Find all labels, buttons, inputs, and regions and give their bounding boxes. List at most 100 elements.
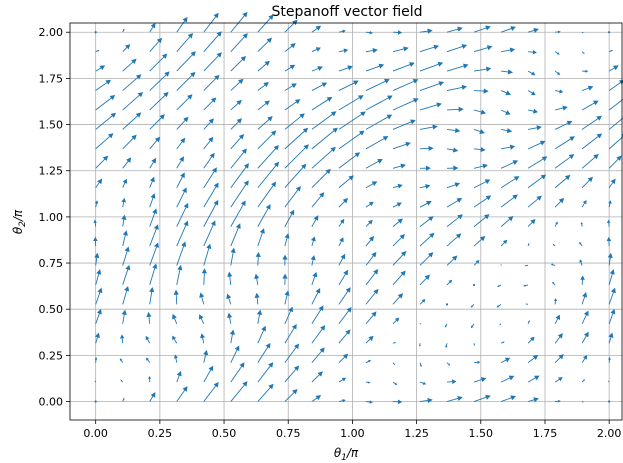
vector-arrow <box>284 19 298 33</box>
y-tick-label: 1.25 <box>39 165 64 178</box>
vector-arrow <box>554 377 563 383</box>
vector-arrow <box>392 234 405 247</box>
vector-arrow <box>284 113 305 130</box>
vector-arrow <box>554 154 575 169</box>
vector-arrow <box>419 102 442 111</box>
vector-arrow <box>203 220 216 247</box>
vector-arrow <box>446 279 453 286</box>
vector-arrow <box>500 395 516 402</box>
vector-arrow <box>230 362 245 383</box>
vector-arrow <box>203 74 220 91</box>
x-tick-label: 2.00 <box>597 427 622 440</box>
vector-arrow <box>392 250 407 266</box>
vector-arrow <box>149 208 158 227</box>
x-tick-label: 0.25 <box>148 427 173 440</box>
vector-arrow <box>419 165 431 171</box>
vector-arrow <box>230 247 236 266</box>
vector-arrow <box>284 64 296 72</box>
vector-arrow <box>149 114 165 130</box>
vector-arrow <box>94 356 98 363</box>
vector-arrow <box>392 202 402 208</box>
vector-arrow <box>500 176 520 189</box>
vector-arrow <box>581 31 584 34</box>
vector-arrow <box>311 347 325 363</box>
vector-arrow <box>203 199 219 227</box>
vector-arrow <box>446 106 464 113</box>
vector-arrow <box>419 28 433 34</box>
vector-arrow <box>149 71 170 91</box>
vector-arrow <box>146 311 152 324</box>
vector-arrow <box>473 109 487 115</box>
vector-arrow <box>500 194 518 208</box>
vector-arrow <box>94 400 97 403</box>
vector-arrow <box>365 400 373 404</box>
vector-arrow <box>95 79 112 91</box>
vector-arrow <box>284 323 297 344</box>
vector-arrow <box>581 199 587 208</box>
vector-arrow <box>120 379 124 383</box>
vector-arrow <box>500 47 516 53</box>
y-axis-label: θ2/π <box>11 209 28 234</box>
vector-arrow <box>176 71 196 91</box>
vector-arrow <box>527 336 535 344</box>
y-tick-label: 0.50 <box>39 303 64 316</box>
vector-arrow <box>338 287 351 305</box>
vector-arrow <box>500 109 511 115</box>
vector-arrow <box>203 243 212 266</box>
vector-arrow <box>552 243 556 247</box>
vector-arrow <box>446 127 461 134</box>
vector-arrow <box>338 218 345 227</box>
vector-arrow <box>338 80 359 91</box>
vector-arrow <box>580 275 585 285</box>
vector-arrow <box>473 163 488 169</box>
vector-arrow <box>176 51 196 72</box>
vector-arrow <box>311 192 325 208</box>
vector-arrow <box>608 287 616 305</box>
vector-arrow <box>528 125 542 131</box>
vector-arrow <box>311 146 336 169</box>
vector-arrow <box>473 66 492 72</box>
vector-arrow <box>365 158 383 169</box>
vector-arrow <box>230 55 247 72</box>
vector-arrow <box>227 271 233 285</box>
vector-arrow <box>311 271 318 286</box>
vector-arrow <box>365 219 373 227</box>
vector-arrow <box>284 144 309 169</box>
vector-arrow <box>523 284 529 287</box>
y-tick-label: 1.50 <box>39 119 64 132</box>
vector-arrow <box>198 314 205 324</box>
vector-arrow <box>500 90 512 96</box>
vector-arrow <box>365 251 377 266</box>
vector-arrow <box>497 284 502 287</box>
vector-arrow <box>392 218 403 227</box>
vector-arrow <box>473 146 486 153</box>
vector-arrow <box>419 81 445 91</box>
vector-arrow <box>606 219 611 227</box>
vector-arrow <box>419 343 421 347</box>
vector-arrow <box>254 273 260 285</box>
y-tick-label: 1.00 <box>39 211 64 224</box>
vector-arrow <box>552 281 556 286</box>
vector-arrow <box>581 331 589 344</box>
vector-arrow <box>392 30 403 35</box>
vector-arrow <box>149 157 157 169</box>
vector-arrow <box>582 69 589 73</box>
vector-arrow <box>473 214 490 227</box>
vector-arrow <box>338 269 349 286</box>
vector-arrow <box>338 198 349 208</box>
vector-arrow <box>282 273 288 285</box>
vector-arrow <box>473 343 475 346</box>
vector-arrow <box>203 365 214 383</box>
vector-arrow <box>203 152 215 169</box>
vector-arrow <box>608 356 611 363</box>
vector-arrow <box>419 200 432 208</box>
vector-arrow <box>527 354 539 364</box>
vector-arrow <box>392 381 398 386</box>
vector-arrow <box>176 386 188 402</box>
vector-arrow <box>255 251 261 266</box>
vector-arrow <box>419 362 422 367</box>
vector-arrow <box>365 269 379 286</box>
vector-arrow <box>365 201 374 208</box>
vector-arrow <box>365 288 379 305</box>
